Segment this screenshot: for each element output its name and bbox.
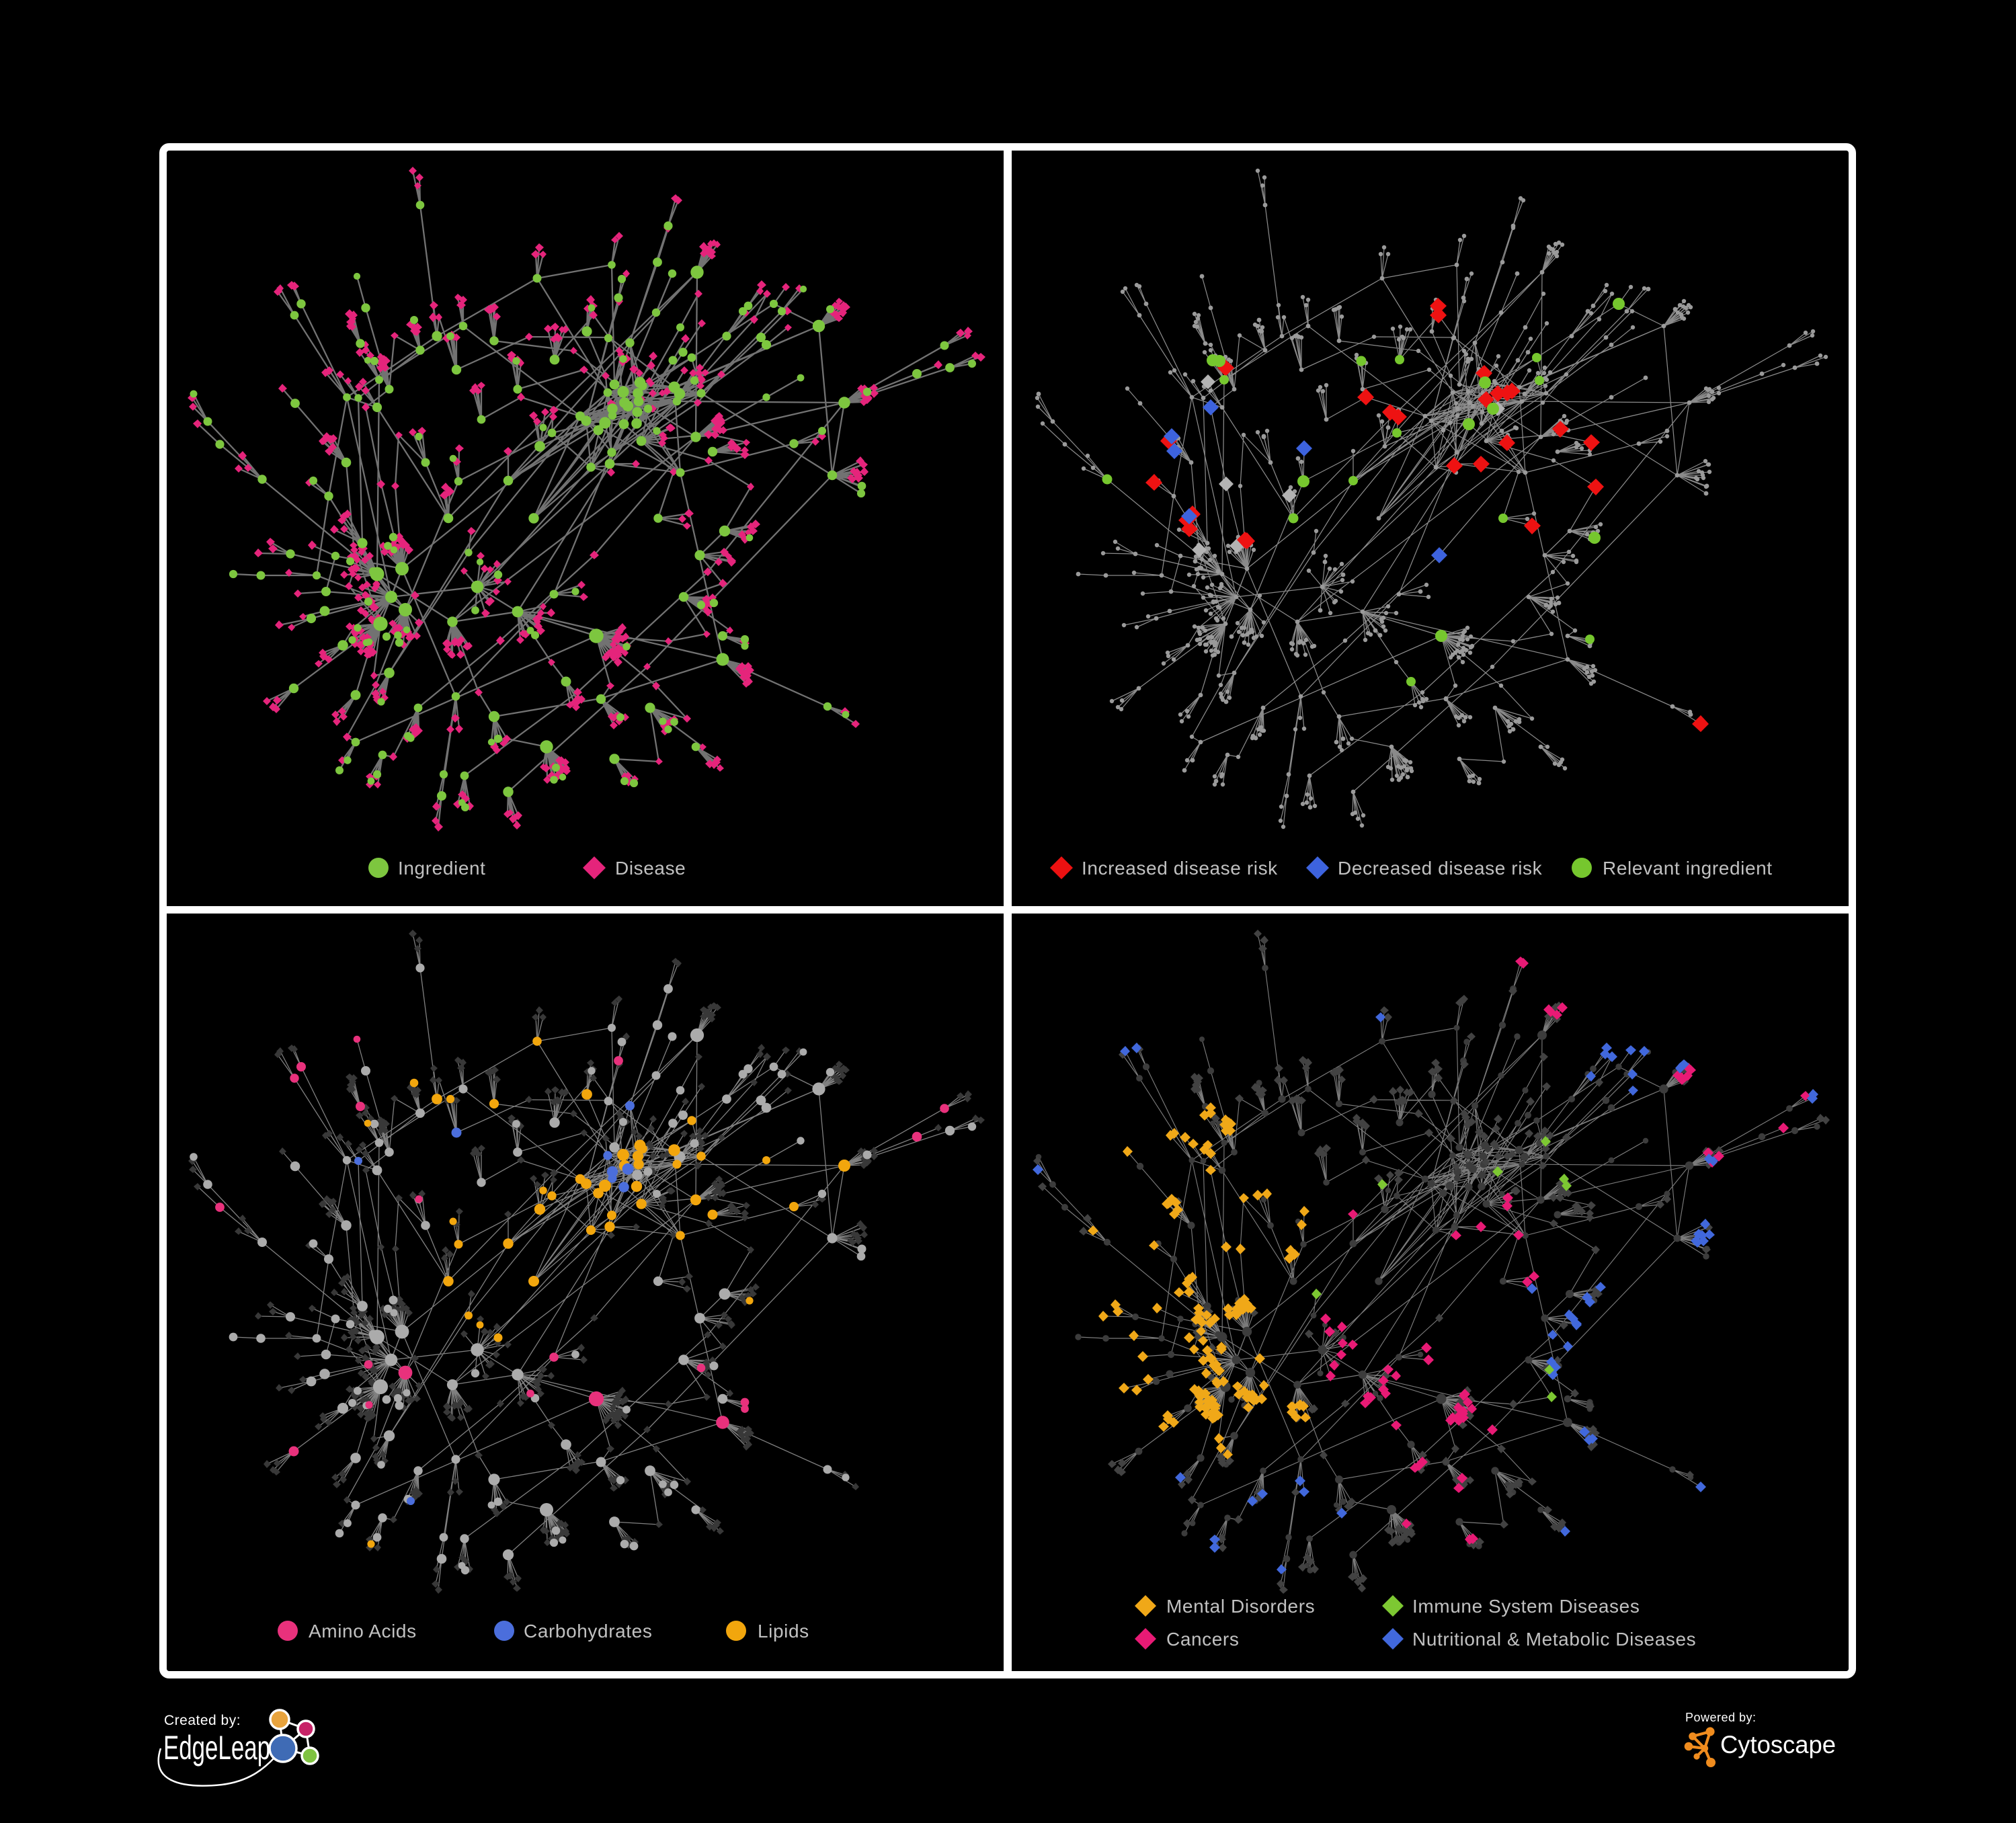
svg-text:Cytoscape: Cytoscape bbox=[1720, 1731, 1836, 1758]
svg-text:Decreased disease risk: Decreased disease risk bbox=[1338, 858, 1543, 879]
svg-text:Amino Acids: Amino Acids bbox=[309, 1621, 417, 1642]
svg-text:Created by:: Created by: bbox=[164, 1713, 241, 1728]
svg-text:Ingredient: Ingredient bbox=[398, 858, 486, 879]
svg-text:Relevant ingredient: Relevant ingredient bbox=[1603, 858, 1773, 879]
svg-text:Mental Disorders: Mental Disorders bbox=[1166, 1596, 1315, 1617]
svg-text:EdgeLeap: EdgeLeap bbox=[163, 1729, 270, 1767]
svg-text:Increased disease risk: Increased disease risk bbox=[1082, 858, 1278, 879]
svg-text:Carbohydrates: Carbohydrates bbox=[524, 1621, 652, 1642]
svg-text:Powered by:: Powered by: bbox=[1685, 1711, 1757, 1724]
svg-text:Immune System Diseases: Immune System Diseases bbox=[1412, 1596, 1640, 1617]
svg-text:Lipids: Lipids bbox=[758, 1621, 809, 1642]
svg-text:Disease: Disease bbox=[615, 858, 686, 879]
svg-text:Nutritional & Metabolic Diseas: Nutritional & Metabolic Diseases bbox=[1412, 1629, 1696, 1650]
svg-text:Cancers: Cancers bbox=[1166, 1629, 1239, 1650]
